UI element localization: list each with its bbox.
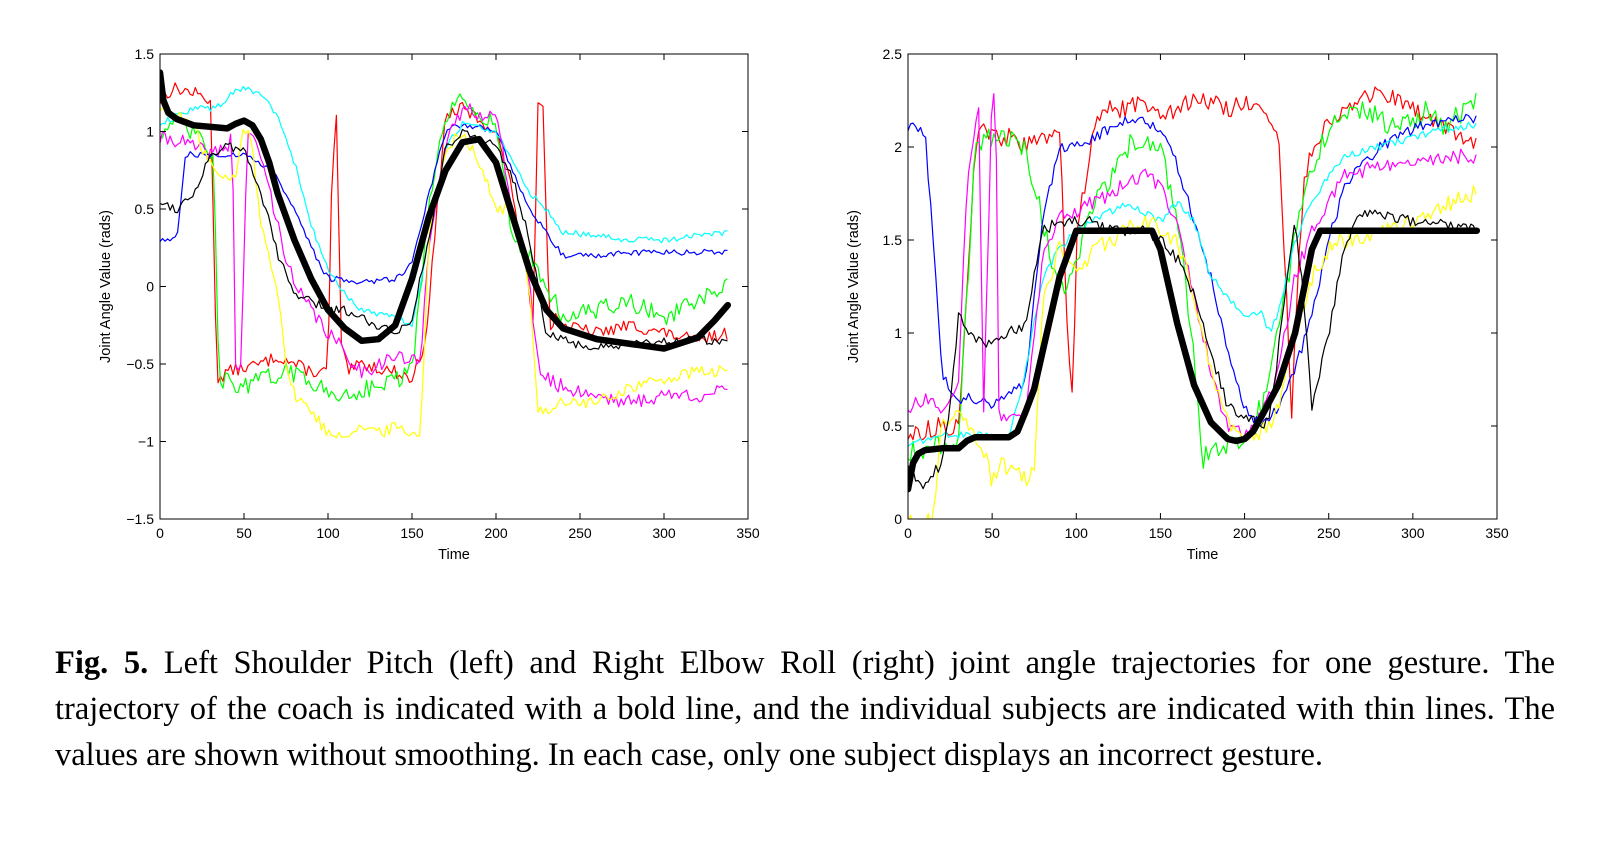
x-tick-label: 250 xyxy=(568,525,592,541)
chart-left-shoulder-pitch: 0 50 100 150 200 250 300 350 −1.5 −1 −0.5 0 0.5 1 1.5 T… xyxy=(98,46,760,563)
subject-trajectory-line xyxy=(160,122,728,285)
x-tick-label: 200 xyxy=(1233,525,1257,541)
y-axis-label: Joint Angle Value (rads) xyxy=(98,210,114,363)
series-group xyxy=(908,86,1481,519)
subject-trajectory-line xyxy=(908,93,1477,439)
x-tick-label: 250 xyxy=(1317,525,1341,541)
subject-trajectory-line xyxy=(908,92,1477,469)
x-tick-label: 300 xyxy=(652,525,676,541)
subject-trajectory-line xyxy=(908,185,1477,519)
x-tick-label: 100 xyxy=(1065,525,1089,541)
y-tick-label: −1.5 xyxy=(126,511,154,527)
coach-trajectory-line xyxy=(160,69,732,352)
x-axis-label: Time xyxy=(438,547,470,563)
y-tick-label: 1.5 xyxy=(135,46,155,62)
subject-trajectory-line xyxy=(160,82,728,384)
x-tick-label: 100 xyxy=(316,525,340,541)
y-tick-label: 2 xyxy=(894,139,902,155)
y-tick-label: −0.5 xyxy=(126,356,154,372)
subject-trajectory-line xyxy=(908,121,1477,447)
y-tick-label: 0 xyxy=(894,511,902,527)
y-tick-label: 0.5 xyxy=(135,201,155,217)
y-tick-label: 1.5 xyxy=(883,232,903,248)
x-axis-label: Time xyxy=(1187,547,1219,563)
x-tick-label: 0 xyxy=(904,525,912,541)
y-axis-label: Joint Angle Value (rads) xyxy=(846,210,862,363)
y-tick-label: 0 xyxy=(146,279,154,295)
plot-frame xyxy=(907,53,1498,520)
x-tick-label: 350 xyxy=(736,525,760,541)
series-group xyxy=(160,69,732,439)
y-tick-label: 0.5 xyxy=(883,418,903,434)
x-tick-label: 0 xyxy=(156,525,164,541)
x-tick-label: 150 xyxy=(1149,525,1173,541)
figure-caption-text: Left Shoulder Pitch (left) and Right Elb… xyxy=(55,645,1556,773)
coach-trajectory-line xyxy=(908,227,1481,493)
y-tick-label: 2.5 xyxy=(883,46,903,62)
x-tick-label: 350 xyxy=(1485,525,1509,541)
chart-right-elbow-roll: 0 50 100 150 200 250 300 350 0 0.5 1 1.5 2 2.5 Time Joi… xyxy=(846,46,1509,563)
x-tick-label: 300 xyxy=(1401,525,1425,541)
subject-trajectory-line xyxy=(908,86,1477,441)
x-tick-label: 150 xyxy=(400,525,424,541)
x-tick-label: 50 xyxy=(984,525,1000,541)
y-tick-label: 1 xyxy=(146,124,154,140)
y-tick-label: 1 xyxy=(894,325,902,341)
y-tick-label: −1 xyxy=(138,434,154,450)
subject-trajectory-line xyxy=(908,209,1477,490)
x-tick-label: 50 xyxy=(236,525,252,541)
figure-charts: 0 50 100 150 200 250 300 350−1.5−1−0.500.511.5T… xyxy=(98,46,1509,563)
figure-caption-label: Fig. 5. xyxy=(55,645,149,681)
subject-trajectory-line xyxy=(908,113,1477,427)
subject-trajectory-line xyxy=(160,93,728,402)
figure-caption: Fig. 5. Left Shoulder Pitch (left) and R… xyxy=(55,640,1555,778)
x-tick-label: 200 xyxy=(484,525,508,541)
